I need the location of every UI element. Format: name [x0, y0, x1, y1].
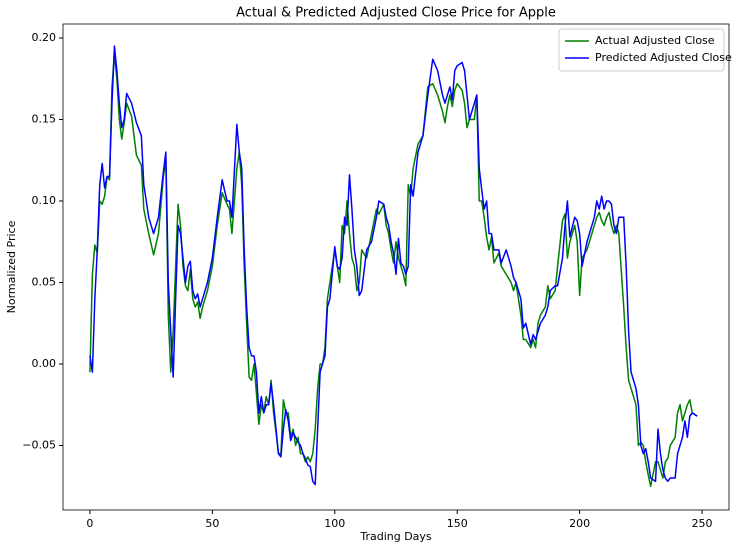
legend-label: Actual Adjusted Close [595, 34, 715, 47]
x-tick-label: 0 [86, 517, 93, 530]
y-tick-label: 0.00 [32, 357, 57, 370]
x-tick-label: 50 [205, 517, 219, 530]
legend-label: Predicted Adjusted Close [595, 51, 732, 64]
y-tick-label: −0.05 [22, 438, 56, 451]
x-tick-label: 100 [324, 517, 345, 530]
series-line [89, 53, 698, 487]
series-line [89, 45, 698, 486]
x-tick-label: 250 [692, 517, 713, 530]
x-tick-label: 150 [447, 517, 468, 530]
y-tick-label: 0.15 [32, 113, 57, 126]
chart-title: Actual & Predicted Adjusted Close Price … [236, 6, 556, 21]
x-tick-label: 200 [569, 517, 590, 530]
x-axis-label: Trading Days [359, 530, 432, 543]
legend: Actual Adjusted Close Predicted Adjusted … [558, 28, 732, 72]
y-tick-label: 0.10 [32, 194, 57, 207]
y-tick-label: 0.20 [32, 31, 57, 44]
legend-box [558, 28, 725, 72]
plot-frame [62, 23, 730, 511]
y-tick-label: 0.05 [32, 275, 57, 288]
y-axis-label: Normalized Price [5, 220, 18, 313]
